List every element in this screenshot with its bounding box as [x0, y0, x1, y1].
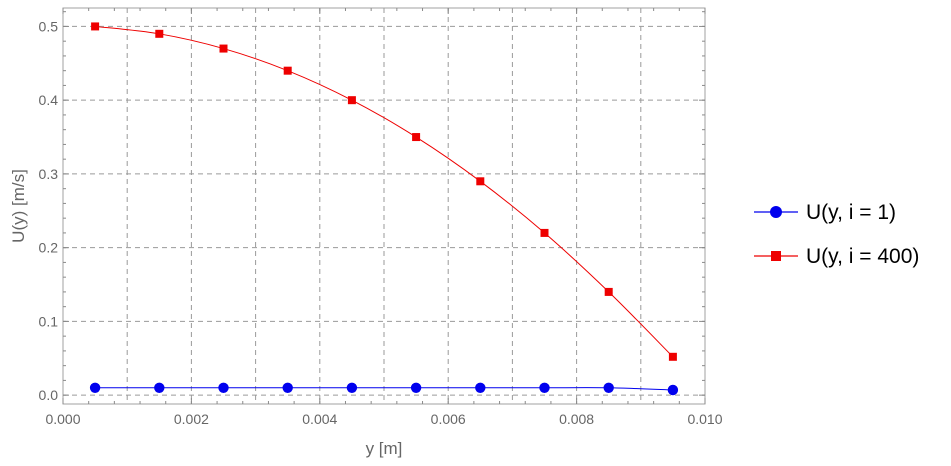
x-tick-label: 0.010 [687, 411, 722, 427]
legend-item-u-i-400: U(y, i = 400) [754, 245, 919, 268]
data-point-u-i-400 [347, 96, 356, 105]
y-tick-label: 0.4 [39, 92, 59, 108]
data-point-u-i-400 [604, 287, 613, 296]
series-line-u-i-1 [95, 387, 673, 391]
data-point-u-i-1 [475, 382, 486, 393]
series-line-u-i-400 [95, 25, 674, 358]
x-tick-label: 0.006 [431, 411, 466, 427]
data-point-u-i-400 [155, 29, 164, 38]
data-point-u-i-400 [91, 22, 100, 31]
data-point-u-i-1 [410, 382, 422, 393]
y-axis-label: U(y) [m/s] [9, 169, 28, 243]
plot-frame [62, 7, 706, 405]
y-tick-label: 0.2 [39, 240, 59, 256]
data-point-u-i-1 [603, 382, 614, 393]
legend-marker-circle-icon [770, 206, 782, 218]
data-point-u-i-1 [218, 382, 229, 393]
data-point-u-i-1 [539, 382, 550, 393]
x-axis-label: y [m] [366, 439, 403, 458]
data-point-u-i-1 [667, 384, 679, 396]
data-point-u-i-400 [412, 133, 421, 142]
legend-label-u-i-400: U(y, i = 400) [806, 245, 919, 268]
y-tick-label: 0.3 [39, 166, 59, 182]
legend-marker-square-icon [771, 251, 781, 261]
data-point-u-i-400 [476, 177, 485, 186]
x-tick-label: 0.008 [559, 411, 594, 427]
data-point-u-i-1 [346, 382, 358, 393]
series-u-i-1 [89, 382, 679, 396]
x-tick-label: 0.000 [45, 411, 80, 427]
data-point-u-i-400 [668, 352, 677, 361]
legend: U(y, i = 1) U(y, i = 400) [754, 201, 919, 268]
x-tick-label: 0.004 [302, 411, 337, 427]
y-tick-label: 0.5 [39, 18, 59, 34]
data-point-u-i-1 [282, 382, 293, 393]
data-point-u-i-400 [219, 44, 228, 53]
data-point-u-i-400 [283, 66, 292, 75]
legend-label-u-i-1: U(y, i = 1) [806, 201, 896, 224]
data-point-u-i-400 [540, 228, 549, 237]
legend-item-u-i-1: U(y, i = 1) [754, 201, 896, 224]
data-point-u-i-1 [154, 382, 165, 393]
data-point-u-i-1 [89, 382, 101, 393]
x-tick-label: 0.002 [174, 411, 209, 427]
series-u-i-400 [91, 22, 677, 361]
grid [63, 8, 705, 404]
y-tick-label: 0.1 [39, 313, 59, 329]
axis-ticks: 0.000 0.002 0.004 0.006 0.008 0.010 0.0 0.1 0.2 0… [39, 8, 723, 427]
series-layer [89, 22, 679, 396]
y-tick-label: 0.0 [39, 387, 59, 403]
